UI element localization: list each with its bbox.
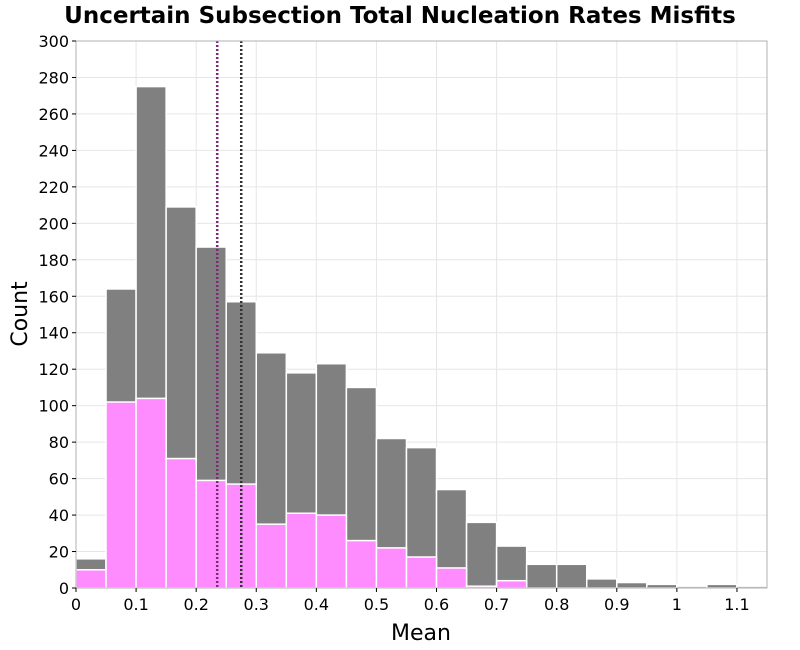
y-tick-label: 60 bbox=[49, 470, 69, 489]
y-tick-label: 240 bbox=[38, 141, 69, 160]
x-tick-label: 0.3 bbox=[244, 595, 269, 614]
bar-subset bbox=[135, 397, 167, 589]
x-tick-label: 0.5 bbox=[364, 595, 389, 614]
y-tick-label: 100 bbox=[38, 397, 69, 416]
y-tick-labels: 0 20 40 60 80 100 120 140 160 180 200 220 240 260 280 3… bbox=[38, 32, 69, 598]
bars-layer bbox=[75, 85, 768, 589]
bar-subset bbox=[255, 523, 288, 589]
y-tick-label: 160 bbox=[38, 287, 69, 306]
bar-total bbox=[465, 521, 498, 589]
bar-total bbox=[555, 563, 588, 589]
chart-title: Uncertain Subsection Total Nucleation Ra… bbox=[64, 3, 736, 29]
x-tick-label: 1 bbox=[672, 595, 682, 614]
y-tick-label: 220 bbox=[38, 178, 69, 197]
bar-subset bbox=[75, 569, 107, 589]
x-tick-labels: 0 0.1 0.2 0.3 0.4 0.5 0.6 0.7 0.8 0.9 1 1.1 bbox=[71, 595, 750, 614]
x-tick-label: 0.4 bbox=[304, 595, 329, 614]
bar-subset bbox=[225, 483, 258, 589]
bar-subset bbox=[105, 401, 137, 589]
bar-subset bbox=[405, 556, 438, 589]
y-axis-label: Count bbox=[8, 281, 33, 347]
y-tick-label: 0 bbox=[59, 579, 69, 598]
x-tick-label: 0.7 bbox=[484, 595, 509, 614]
y-tick-label: 120 bbox=[38, 360, 69, 379]
x-axis-label: Mean bbox=[391, 621, 451, 646]
bar-total bbox=[646, 583, 678, 589]
x-tick-label: 0.9 bbox=[604, 595, 629, 614]
bar-subset bbox=[165, 457, 197, 589]
y-tick-label: 40 bbox=[49, 506, 69, 525]
y-tick-label: 140 bbox=[38, 324, 69, 343]
x-tick-label: 0 bbox=[71, 595, 81, 614]
x-tick-label: 0.2 bbox=[183, 595, 208, 614]
x-tick-label: 1.1 bbox=[724, 595, 749, 614]
y-tick-label: 300 bbox=[38, 32, 69, 51]
plot-frame bbox=[75, 40, 768, 589]
bar-subset bbox=[435, 567, 468, 589]
y-tick-label: 260 bbox=[38, 105, 69, 124]
x-tick-label: 0.1 bbox=[123, 595, 148, 614]
bar-total bbox=[585, 578, 618, 589]
markers-layer bbox=[215, 41, 243, 588]
y-tick-label: 20 bbox=[49, 543, 69, 562]
bar-subset bbox=[495, 579, 528, 589]
bar-total bbox=[706, 583, 738, 589]
bar-subset bbox=[345, 539, 378, 589]
ticks-layer bbox=[72, 40, 738, 592]
bar-subset bbox=[375, 547, 408, 589]
bar-total bbox=[525, 563, 558, 589]
y-tick-label: 200 bbox=[38, 214, 69, 233]
x-tick-label: 0.6 bbox=[424, 595, 449, 614]
bar-subset bbox=[315, 514, 348, 589]
bar-subset bbox=[195, 479, 227, 589]
bar-total bbox=[616, 581, 648, 589]
y-tick-label: 280 bbox=[38, 68, 69, 87]
bar-subset bbox=[285, 512, 318, 589]
y-tick-label: 180 bbox=[38, 251, 69, 270]
x-tick-label: 0.8 bbox=[544, 595, 569, 614]
y-tick-label: 80 bbox=[49, 433, 69, 452]
